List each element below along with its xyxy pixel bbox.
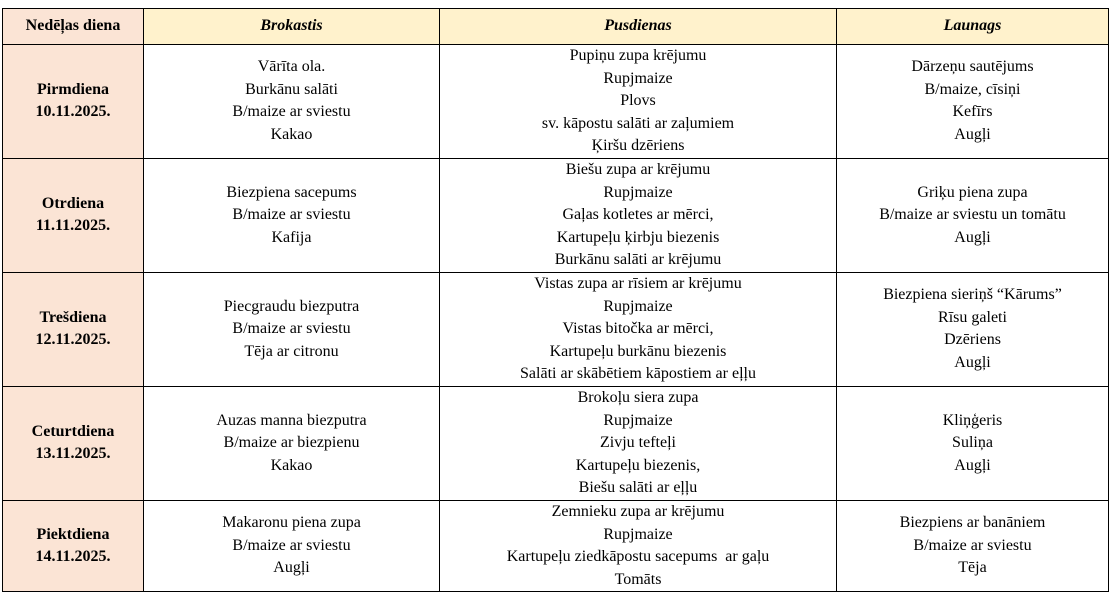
menu-item: Rupjmaize [603,297,673,315]
menu-item: Kliņģeris [942,411,1003,429]
menu-item: B/maize ar sviestu [232,536,351,554]
menu-item: Rupjmaize [603,183,673,201]
menu-item: Augļi [954,126,991,144]
day-cell: Trešdiena 12.11.2025. [2,271,144,387]
menu-item: Augļi [954,456,991,474]
menu-item: Kakao [270,456,313,474]
table-row: Piektdiena 14.11.2025. Makaronu piena zupa… [2,499,1109,592]
menu-item: Augļi [954,354,991,372]
menu-item: Tēja [958,559,987,577]
header-day: Nedēļas diena [2,8,144,45]
menu-item: Augļi [954,228,991,246]
snack-cell: Dārzeņu sautējums B/maize, cīsiņi Kefīrs Au… [836,44,1109,159]
day-date: 13.11.2025. [35,445,111,463]
header-snack: Launags [836,8,1109,45]
breakfast-cell: Vārīta ola. Burkānu salāti B/maize ar svie… [143,44,440,159]
day-name: Ceturtdiena [31,422,115,440]
menu-item: Kartupeļu ķirbju biezenis [556,228,720,246]
menu-item: Dārzeņu sautējums [911,58,1034,76]
menu-item: Burkānu salāti [245,80,338,98]
day-cell: Ceturtdiena 13.11.2025. [2,385,144,501]
menu-item: sv. kāpostu salāti ar zaļumiem [541,114,735,132]
day-date: 14.11.2025. [35,548,111,566]
day-cell: Pirmdiena 10.11.2025. [2,44,144,159]
menu-item: Kakao [270,126,313,144]
menu-item: Gaļas kotletes ar mērci, [562,206,714,224]
lunch-cell: Biešu zupa ar krējumu Rupjmaize Gaļas kotl… [439,157,837,273]
menu-item: B/maize ar sviestu [232,320,351,338]
table-row: Pirmdiena 10.11.2025. Vārīta ola. Burkānu s… [2,44,1109,159]
day-name: Trešdiena [39,308,107,326]
menu-item: B/maize, cīsiņi [924,80,1021,98]
day-cell: Piektdiena 14.11.2025. [2,499,144,592]
day-date: 10.11.2025. [35,103,111,121]
day-name: Piektdiena [36,525,110,543]
menu-item: Kafija [271,228,312,246]
day-date: 12.11.2025. [35,331,111,349]
menu-item: Vārīta ola. [257,58,326,76]
snack-cell: Kliņģeris Suliņa Augļi [836,385,1109,501]
breakfast-cell: Biezpiena sacepums B/maize ar sviestu Kafi… [143,157,440,273]
menu-item: B/maize ar sviestu [232,103,351,121]
menu-item: Rupjmaize [603,411,673,429]
day-date: 11.11.2025. [35,217,111,235]
menu-item: Zivju tefteļi [600,434,676,452]
day-cell: Otrdiena 11.11.2025. [2,157,144,273]
menu-item: Biezpiens ar banāniem [899,514,1046,532]
table-row: Otrdiena 11.11.2025. Biezpiena sacepums B/m… [2,157,1109,273]
menu-item: Makaronu piena zupa [222,514,361,532]
menu-item: Rupjmaize [603,525,673,543]
menu-item: Dzēriens [944,331,1001,349]
snack-cell: Biezpiena sieriņš “Kārums” Rīsu galeti Dzē… [836,271,1109,387]
menu-item: Brokoļu siera zupa [577,388,699,406]
header-breakfast: Brokastis [143,8,440,45]
menu-item: Burkānu salāti ar krējumu [554,251,722,269]
menu-item: B/maize ar biezpienu [223,434,360,452]
day-name: Pirmdiena [37,80,109,98]
lunch-cell: Vistas zupa ar rīsiem ar krējumu Rupjmaiz… [439,271,837,387]
menu-item: Zemnieku zupa ar krējumu [551,502,725,520]
menu-item: Vistas zupa ar rīsiem ar krējumu [534,274,742,292]
breakfast-cell: Auzas manna biezputra B/maize ar biezpien… [143,385,440,501]
menu-item: Plovs [620,92,656,110]
header-row: Nedēļas diena Brokastis Pusdienas Launag… [2,8,1109,45]
menu-item: Kartupeļu burkānu biezenis [549,342,727,360]
menu-item: Auzas manna biezputra [216,411,367,429]
menu-item: B/maize ar sviestu [913,536,1032,554]
menu-item: Biešu salāti ar eļļu [578,479,698,497]
menu-item: Biezpiena sieriņš “Kārums” [883,286,1062,304]
menu-item: Biezpiena sacepums [226,183,357,201]
menu-item: B/maize ar sviestu [232,206,351,224]
menu-item: Salāti ar skābētiem kāpostiem ar eļļu [520,365,756,383]
table-row: Trešdiena 12.11.2025. Piecgraudu biezputra… [2,271,1109,387]
menu-item: Augļi [273,559,310,577]
table-row: Ceturtdiena 13.11.2025. Auzas manna biezpu… [2,385,1109,501]
menu-item: Vistas bitočka ar mērci, [562,320,714,338]
menu-item: Pupiņu zupa krējumu [569,47,707,64]
menu-item: Rīsu galeti [938,308,1007,326]
menu-item: Kartupeļu ziedkāpostu sacepums ar gaļu [506,548,770,566]
menu-item: Suliņa [952,434,993,452]
menu-item: Biešu zupa ar krējumu [565,160,711,178]
menu-item: Griķu piena zupa [917,183,1028,201]
menu-item: Ķiršu dzēriens [591,137,685,155]
menu-item: Tomāts [614,570,662,588]
menu-item: Kartupeļu biezenis, [575,456,701,474]
menu-item: Kefīrs [952,103,993,121]
weekly-menu-table: Nedēļas diena Brokastis Pusdienas Launag… [2,8,1109,592]
lunch-cell: Pupiņu zupa krējumu Rupjmaize Plovs sv. kāp… [439,44,837,159]
snack-cell: Biezpiens ar banāniem B/maize ar sviestu T… [836,499,1109,592]
day-name: Otrdiena [41,194,105,212]
menu-item: B/maize ar sviestu un tomātu [879,206,1066,224]
menu-item: Tēja ar citronu [244,342,339,360]
snack-cell: Griķu piena zupa B/maize ar sviestu un to… [836,157,1109,273]
breakfast-cell: Makaronu piena zupa B/maize ar sviestu Aug… [143,499,440,592]
breakfast-cell: Piecgraudu biezputra B/maize ar sviestu Tē… [143,271,440,387]
lunch-cell: Brokoļu siera zupa Rupjmaize Zivju tefteļi… [439,385,837,501]
menu-item: Rupjmaize [603,69,673,87]
lunch-cell: Zemnieku zupa ar krējumu Rupjmaize Kartupe… [439,499,837,592]
header-lunch: Pusdienas [439,8,837,45]
menu-item: Piecgraudu biezputra [223,297,360,315]
